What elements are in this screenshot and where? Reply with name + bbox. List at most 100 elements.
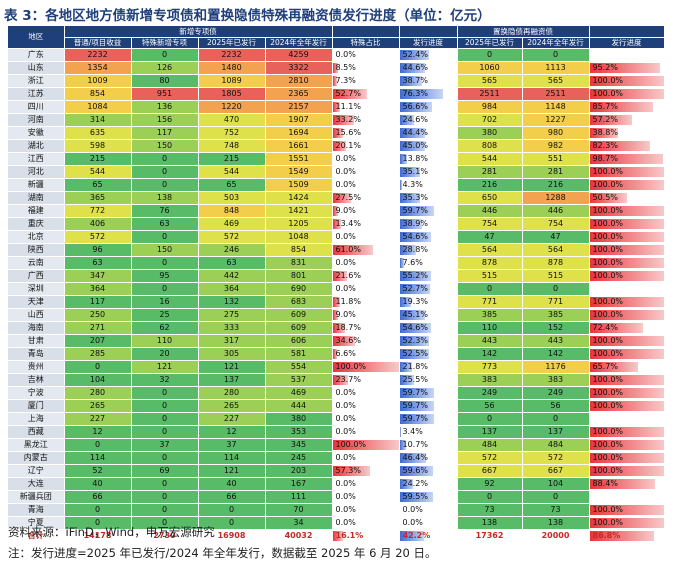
share-bar-fill [332,322,345,333]
refiprog-bar-fill [589,140,651,151]
cell-special: 121 [131,360,199,374]
refiprog-label: 82.3% [592,140,618,150]
cell-y2024: 1048 [265,230,333,244]
cell-special: 138 [131,191,199,205]
progress-bar-fill [399,218,422,229]
cell-y2025: 572 [198,230,266,244]
cell-refi2024: 73 [522,503,590,517]
progress-label: 35.3% [402,192,428,202]
share-bar-fill [332,101,340,112]
cell-y2024: 2365 [265,87,333,101]
cell-refiprog: 100.0% [589,425,665,439]
cell-invest: 364 [64,282,132,296]
table-row: 新疆兵团 66 0 66 111 0.0% 59.5% 0 0 [8,490,665,504]
cell-progress: 25.5% [399,373,458,387]
progress-label: 45.1% [402,309,428,319]
cell-special: 63 [131,217,199,231]
cell-special: 0 [131,165,199,179]
cell-share: 8.5% [332,61,400,75]
cell-invest: 2232 [64,48,132,62]
cell-progress: 19.3% [399,295,458,309]
share-label: 100.0% [335,439,367,449]
progress-label: 24.6% [402,114,428,124]
share-bar-fill [332,530,344,541]
cell-refi2025: 484 [457,438,523,452]
cell-refi2025: 773 [457,360,523,374]
cell-refi2025: 138 [457,516,523,530]
header-2025: 2025年已发行 [198,37,266,49]
refiprog-label: 100.0% [592,517,624,527]
cell-y2025: 275 [198,308,266,322]
cell-refi2024: 0 [522,282,590,296]
cell-y2025: 12 [198,425,266,439]
table-row: 西藏 12 0 12 353 0.0% 3.4% 137 137 100.0% [8,425,665,439]
cell-refi2025: 92 [457,477,523,491]
cell-region: 北京 [8,230,65,244]
progress-bar-fill [399,231,431,242]
share-label: 8.5% [335,62,356,72]
table-row: 四川 1084 136 1220 2157 11.1% 56.6% 984 1148 85.7% [8,100,665,114]
cell-invest: 0 [64,503,132,517]
share-label: 13.4% [335,218,361,228]
cell-y2024: 801 [265,269,333,283]
cell-y2025: 544 [198,165,266,179]
cell-progress: 35.1% [399,165,458,179]
cell-refi2024: 2511 [522,87,590,101]
share-label: 61.0% [335,244,361,254]
cell-refi2025: 56 [457,399,523,413]
header-region: 地区 [8,26,65,49]
progress-label: 24.2% [402,478,428,488]
table-row: 安徽 635 117 752 1694 15.6% 44.4% 380 980 38.8% [8,126,665,140]
cell-y2025: 63 [198,256,266,270]
share-label: 0.0% [335,426,356,436]
cell-invest: 114 [64,451,132,465]
refiprog-label [590,284,593,293]
share-label: 18.7% [335,322,361,332]
refiprog-label: 100.0% [592,504,624,514]
cell-refi2024: 104 [522,477,590,491]
refiprog-label: 57.2% [592,114,618,124]
share-label: 0.0% [335,49,356,59]
table-row: 天津 117 16 132 683 11.8% 19.3% 771 771 100.0% [8,295,665,309]
refiprog-bar-fill [589,75,663,86]
table-row: 广西 347 95 442 801 21.6% 55.2% 515 515 100.0% [8,269,665,283]
progress-bar-fill [399,413,434,424]
cell-share: 0.0% [332,152,400,166]
cell-region: 大连 [8,477,65,491]
share-bar-fill [332,218,342,229]
cell-y2024: 3322 [265,61,333,75]
cell-y2024: 167 [265,477,333,491]
cell-invest: 365 [64,191,132,205]
cell-invest: 347 [64,269,132,283]
cell-invest: 280 [64,386,132,400]
cell-refi2025: 249 [457,386,523,400]
progress-bar-fill [399,335,430,346]
share-bar-fill [332,205,339,216]
share-label: 11.8% [335,296,361,306]
cell-region: 厦门 [8,399,65,413]
progress-label: 25.5% [402,374,428,384]
cell-refi2024: 484 [522,438,590,452]
refiprog-bar-fill [589,387,663,398]
progress-bar-fill [399,88,443,99]
refiprog-label: 50.5% [592,192,618,202]
cell-y2024: 111 [265,490,333,504]
cell-refiprog [589,490,665,504]
refiprog-bar-fill [589,530,654,541]
cell-refiprog: 100.0% [589,373,665,387]
cell-refi2024: 564 [522,243,590,257]
share-bar-fill [332,244,373,255]
cell-refi2024: 0 [522,48,590,62]
cell-y2025: 280 [198,386,266,400]
cell-special: 0 [131,490,199,504]
cell-y2025: 65 [198,178,266,192]
cell-progress: 52.3% [399,334,458,348]
header-row-columns: 普通/项目收益 特殊新增专项 2025年已发行 2024年全年发行 特殊占比 发… [8,37,665,49]
progress-label: 54.6% [402,322,428,332]
share-bar-fill [332,140,346,151]
cell-invest: 104 [64,373,132,387]
cell-special: 80 [131,74,199,88]
refiprog-label: 100.0% [592,270,624,280]
refiprog-bar-fill [589,101,653,112]
cell-progress: 59.5% [399,490,458,504]
